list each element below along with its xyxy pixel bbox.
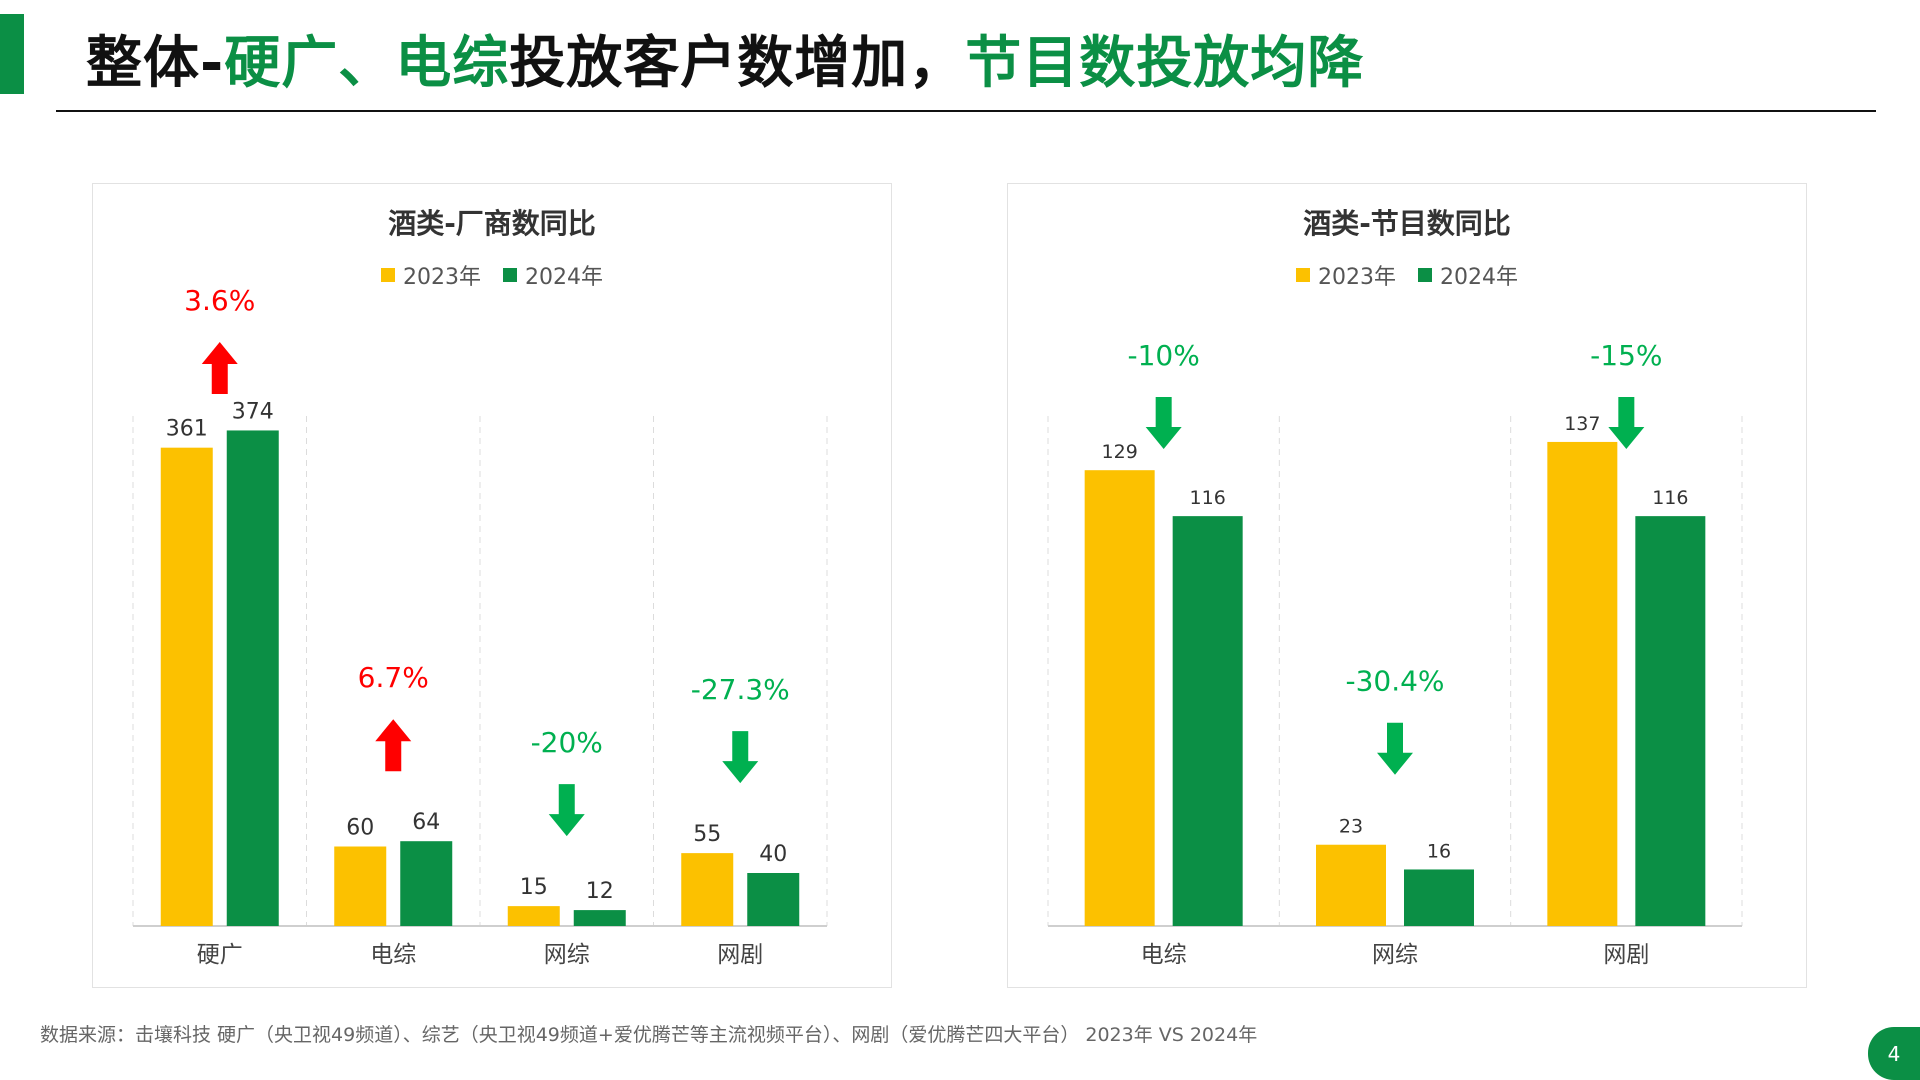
- data-label: 361: [166, 417, 208, 442]
- bar-chart-programs: 129 116 电综 -10% 23 16 网综 -30.4% 137 116 网剧 -15%: [1047, 339, 1743, 968]
- title-part-4: 节目数投放均降: [965, 31, 1365, 96]
- chart-title: 酒类-厂商数同比: [388, 207, 596, 240]
- data-label: 55: [693, 822, 721, 847]
- change-percent-label: 3.6%: [184, 284, 255, 317]
- legend-item-2024: 2024年: [503, 259, 603, 291]
- data-label: 23: [1339, 816, 1363, 838]
- data-label: 116: [1190, 487, 1226, 509]
- legend-swatch-2024: [503, 268, 517, 282]
- legend-label-2024: 2024年: [1440, 265, 1518, 290]
- bar-chart-manufacturers: 361 374 硬广 3.6% 60 64 电综 6.7% 15 12 网综 -20% 55 40 网剧 -2…: [132, 284, 828, 968]
- legend-swatch-2023: [381, 268, 395, 282]
- chart-title: 酒类-节目数同比: [1303, 207, 1511, 240]
- page-title: 整体-硬广、电综投放客户数增加，节目数投放均降: [86, 18, 1364, 99]
- source-note: 数据来源：击壤科技 硬广（央卫视49频道）、综艺（央卫视49频道+爱优腾芒等主流…: [40, 1024, 1258, 1046]
- arrow-up-icon: [375, 719, 412, 772]
- legend-label-2024: 2024年: [525, 265, 603, 290]
- change-percent-label: 6.7%: [358, 661, 429, 694]
- data-label: 15: [520, 875, 548, 900]
- data-label: 116: [1652, 487, 1688, 509]
- bar-2024: [747, 873, 800, 926]
- title-divider: [56, 110, 1876, 112]
- category-label: 网剧: [1603, 942, 1649, 968]
- data-label: 129: [1102, 441, 1138, 463]
- title-part-2: 硬广、电综: [224, 31, 510, 96]
- data-label: 64: [412, 810, 440, 835]
- title-part-1: 整体-: [86, 31, 225, 96]
- data-label: 16: [1427, 840, 1451, 862]
- category-label: 硬广: [197, 942, 243, 968]
- data-label: 60: [346, 816, 374, 841]
- data-label: 374: [232, 399, 274, 424]
- arrow-down-icon: [1377, 722, 1413, 775]
- bar-2023: [681, 853, 734, 926]
- legend-item-2023: 2023年: [1296, 259, 1396, 291]
- arrow-up-icon: [201, 342, 238, 394]
- arrow-down-icon: [1608, 397, 1645, 449]
- title-accent-bar: [0, 14, 24, 94]
- bar-2024: [1404, 869, 1474, 926]
- data-label: 12: [586, 879, 614, 904]
- bar-2024: [573, 910, 626, 926]
- legend-item-2023: 2023年: [381, 259, 481, 291]
- legend-label-2023: 2023年: [403, 265, 481, 290]
- legend-swatch-2024: [1418, 268, 1432, 282]
- change-percent-label: -20%: [531, 726, 603, 759]
- bar-2023: [1547, 441, 1618, 926]
- data-label: 40: [759, 842, 787, 867]
- bar-2023: [1084, 470, 1155, 926]
- change-percent-label: -15%: [1590, 339, 1662, 372]
- bar-2023: [334, 846, 387, 926]
- legend-swatch-2023: [1296, 268, 1310, 282]
- title-part-3: 投放客户数增加，: [509, 31, 966, 96]
- change-percent-label: -30.4%: [1345, 665, 1444, 698]
- legend-label-2023: 2023年: [1318, 265, 1396, 290]
- bar-2024: [226, 430, 279, 926]
- arrow-down-icon: [548, 784, 585, 837]
- data-label: 137: [1564, 413, 1600, 435]
- chart-legend: 2023年 2024年: [93, 259, 891, 291]
- chart-panel-manufacturers: 酒类-厂商数同比 2023年 2024年 361 374 硬广 3.6% 60 64 电综 6…: [92, 183, 892, 988]
- change-percent-label: -10%: [1127, 339, 1199, 372]
- change-percent-label: -27.3%: [691, 673, 790, 706]
- category-label: 网综: [544, 942, 590, 968]
- chart-panel-programs: 酒类-节目数同比 2023年 2024年 129 116 电综 -10% 23 16 网综 -…: [1007, 183, 1807, 988]
- arrow-down-icon: [1145, 397, 1182, 449]
- bar-2023: [160, 447, 213, 926]
- bar-2024: [400, 841, 453, 926]
- page-number-badge: 4: [1868, 1027, 1920, 1080]
- legend-item-2024: 2024年: [1418, 259, 1518, 291]
- category-label: 电综: [370, 942, 416, 968]
- category-label: 网综: [1372, 942, 1418, 968]
- bar-2024: [1635, 516, 1706, 926]
- category-label: 网剧: [717, 942, 763, 968]
- bar-2024: [1172, 516, 1243, 926]
- bar-2023: [507, 906, 560, 926]
- chart-legend: 2023年 2024年: [1008, 259, 1806, 291]
- arrow-down-icon: [722, 731, 759, 784]
- bar-2023: [1316, 844, 1386, 926]
- category-label: 电综: [1141, 942, 1187, 968]
